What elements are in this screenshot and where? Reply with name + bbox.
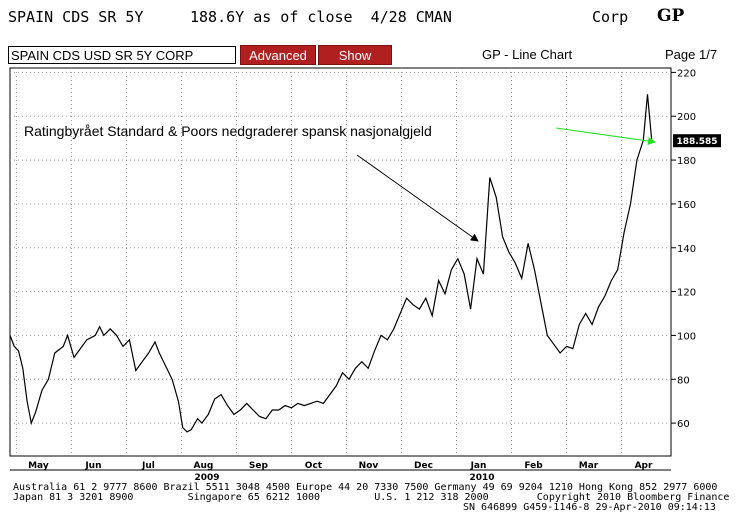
year-label: 2010 xyxy=(470,473,495,483)
month-label: Jan xyxy=(470,461,487,471)
last-value-box xyxy=(673,134,721,148)
month-label: Aug xyxy=(194,461,214,471)
month-label: Nov xyxy=(359,461,379,471)
y-tick-label: 60 xyxy=(677,419,690,430)
last-value-arrow xyxy=(555,127,656,145)
annotation-text: Ratingbyrået Standard & Poors nedgradere… xyxy=(24,123,432,139)
y-tick-label: 120 xyxy=(677,288,696,299)
y-tick-label: 180 xyxy=(677,156,696,167)
plot-frame xyxy=(9,67,672,457)
footer-serial: SN 646899 G459-1146-8 29-Apr-2010 09:14:… xyxy=(463,502,716,513)
month-label: Sep xyxy=(249,461,269,471)
ticker-title: SPAIN CDS SR 5Y xyxy=(8,8,144,26)
month-label: Oct xyxy=(305,461,323,471)
month-label: Dec xyxy=(414,461,433,471)
y-tick-label: 80 xyxy=(677,375,690,386)
year-label: 2009 xyxy=(194,473,219,483)
security-input[interactable]: SPAIN CDS USD SR 5Y CORP xyxy=(8,46,236,64)
footer-contacts-2: Japan 81 3 3201 8900 Singapore 65 6212 1… xyxy=(13,492,736,503)
y-tick-label: 160 xyxy=(677,200,696,211)
last-value-label: 188.585 xyxy=(677,137,718,147)
show-button[interactable]: Show xyxy=(318,45,392,65)
footer-contacts-1: Australia 61 2 9777 8600 Brazil 5511 304… xyxy=(13,482,718,493)
month-label: May xyxy=(28,461,49,471)
y-tick-label: 140 xyxy=(677,244,696,255)
month-label: Feb xyxy=(524,461,543,471)
month-label: Mar xyxy=(579,461,599,471)
month-label: Apr xyxy=(635,461,653,471)
month-label: Jul xyxy=(141,461,155,471)
y-tick-label: 200 xyxy=(677,112,696,123)
advanced-button[interactable]: Advanced xyxy=(240,45,316,65)
price-info: 188.6Y as of close 4/28 CMAN xyxy=(190,8,452,26)
annotation-arrow xyxy=(356,154,479,242)
month-label: Jun xyxy=(84,461,101,471)
series-line xyxy=(9,94,653,433)
function-code: GP xyxy=(657,6,685,26)
y-tick-label: 100 xyxy=(677,331,696,342)
y-tick-label: 220 xyxy=(677,68,696,79)
sector-label: Corp xyxy=(592,8,629,26)
chart-title: GP - Line Chart xyxy=(482,47,573,62)
header-bar: SPAIN CDS SR 5Y 188.6Y as of close 4/28 … xyxy=(0,0,736,44)
page-indicator[interactable]: Page 1/7 xyxy=(665,47,718,62)
